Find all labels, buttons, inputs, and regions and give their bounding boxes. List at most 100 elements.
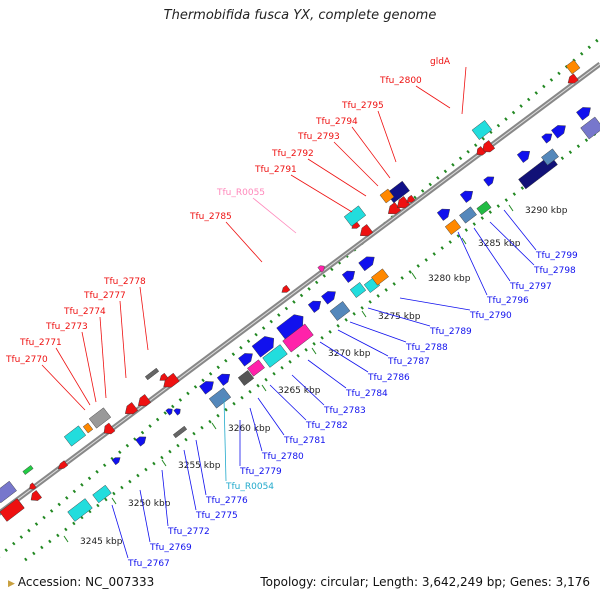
forward-gene	[436, 208, 451, 221]
reverse-gene	[387, 202, 402, 215]
feature-block	[63, 425, 87, 447]
feature-block-body	[371, 268, 389, 286]
feature-block	[22, 465, 34, 475]
label-leader	[319, 341, 369, 373]
reverse-gene-body	[30, 490, 42, 501]
feature-block-body	[144, 367, 160, 381]
tick-mark	[111, 497, 117, 505]
feature-block	[144, 367, 160, 381]
reverse-gene	[567, 73, 579, 84]
feature-block-body	[476, 200, 492, 216]
forward-gene	[216, 373, 231, 386]
tick-mark	[161, 459, 167, 467]
gene-label: Tfu_2776	[205, 496, 248, 506]
gene-label: Tfu_2796	[486, 296, 529, 306]
gene-label: Tfu_2770	[5, 355, 48, 365]
feature-block	[329, 301, 351, 321]
label-leader	[257, 397, 285, 436]
feature-block	[371, 268, 389, 286]
feature-block	[237, 370, 255, 386]
label-leader	[351, 126, 391, 179]
label-leader	[337, 329, 389, 357]
reverse-gene-body	[29, 482, 37, 490]
feature-block-body	[0, 480, 17, 504]
feature-block-body	[88, 407, 112, 429]
gene-label: Tfu_2789	[429, 327, 472, 337]
forward-gene-body	[135, 436, 147, 447]
gene-label: Tfu_2798	[533, 266, 576, 276]
label-leader	[291, 374, 325, 406]
map-title: Thermobifida fusca YX, complete genome	[163, 8, 437, 23]
label-leader	[503, 209, 537, 251]
reverse-gene-body	[159, 372, 169, 381]
label-leader	[119, 300, 127, 379]
reverse-gene-body	[396, 196, 411, 209]
tick-label: 3280 kbp	[428, 274, 471, 284]
feature-block	[580, 116, 600, 140]
tick-label: 3245 kbp	[80, 537, 123, 547]
label-leader	[223, 397, 227, 482]
forward-gene-body	[483, 176, 495, 187]
reverse-gene-body	[481, 140, 496, 153]
label-leader	[249, 407, 263, 452]
feature-block	[82, 422, 94, 434]
forward-gene	[459, 190, 474, 203]
gene-label: Tfu_2772	[167, 527, 210, 537]
feature-block-body	[247, 359, 265, 377]
label-leader	[81, 331, 97, 403]
tick-label: 3270 kbp	[328, 349, 371, 359]
feature-block	[208, 387, 232, 409]
feature-block	[88, 407, 112, 429]
triangle-icon: ▶	[8, 579, 15, 589]
feature-block-body	[92, 484, 112, 504]
forward-gene	[276, 314, 304, 340]
gene-label: Tfu_2771	[19, 338, 62, 348]
tick-mark	[261, 384, 267, 392]
reverse-gene	[317, 265, 325, 273]
label-leader	[290, 174, 353, 213]
forward-gene-body	[199, 381, 214, 395]
reverse-gene	[481, 140, 496, 153]
tick-label: 3250 kbp	[128, 499, 171, 509]
forward-gene	[165, 408, 173, 416]
reverse-gene	[124, 402, 139, 415]
forward-gene	[576, 107, 591, 121]
reverse-gene-body	[387, 202, 402, 215]
feature-block-body	[379, 188, 395, 204]
tick-mark	[411, 272, 417, 280]
feature-block	[0, 480, 17, 504]
gene-label: Tfu_2783	[323, 406, 366, 416]
tick-label: 3285 kbp	[478, 239, 521, 249]
feature-block-body	[471, 120, 493, 140]
forward-gene-body	[165, 408, 173, 416]
gene-label: gldA	[430, 57, 451, 67]
forward-gene	[541, 133, 553, 144]
accession-footer: ▶ Accession: NC_007333	[8, 575, 154, 589]
forward-gene-body	[341, 270, 356, 283]
feature-block-body	[208, 387, 232, 409]
forward-gene	[483, 176, 495, 187]
tick-label: 3265 kbp	[278, 386, 321, 396]
forward-gene-body	[307, 300, 322, 313]
forward-gene-body	[251, 336, 274, 358]
tick-mark	[211, 422, 217, 430]
reverse-gene-body	[57, 460, 69, 470]
reverse-gene	[57, 460, 69, 470]
feature-block	[262, 344, 288, 368]
forward-gene-body	[173, 408, 181, 416]
reverse-gene-body	[359, 224, 374, 237]
forward-gene	[516, 150, 531, 163]
forward-gene	[358, 256, 375, 272]
reverse-gene-body	[567, 73, 579, 84]
feature-block	[476, 200, 492, 216]
label-leader	[307, 158, 367, 197]
feature-block	[282, 323, 314, 353]
label-leader	[457, 231, 488, 296]
feature-block	[565, 59, 581, 75]
feature-block-body	[444, 219, 462, 235]
reverse-gene-body	[476, 146, 486, 156]
label-leader	[269, 384, 307, 421]
gene-label: Tfu_2784	[345, 389, 388, 399]
label-leader	[349, 321, 407, 343]
forward-gene	[251, 336, 274, 358]
